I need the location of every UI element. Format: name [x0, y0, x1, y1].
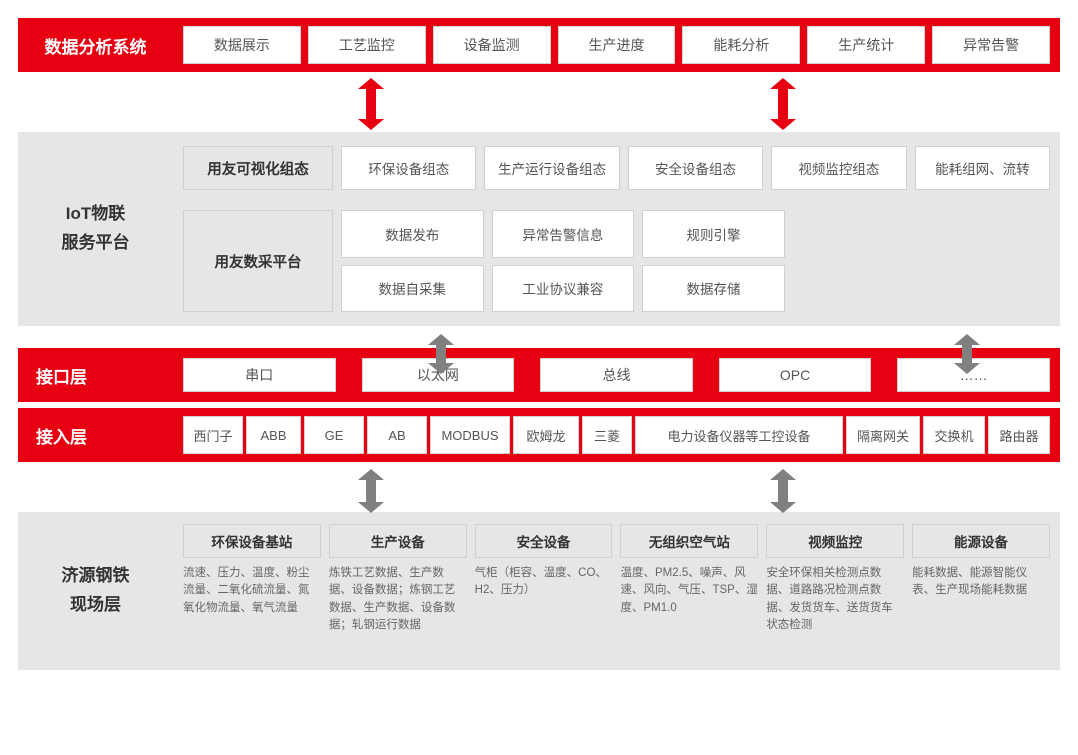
field-col: 环保设备基站 流速、压力、温度、粉尘流量、二氧化硫流量、氮氧化物流量、氧气流量 [183, 524, 321, 658]
analysis-item: 工艺监控 [308, 26, 426, 64]
layer-field: 济源钢铁 现场层 环保设备基站 流速、压力、温度、粉尘流量、二氧化硫流量、氮氧化… [18, 512, 1060, 670]
layer-interface: 接口层 串口 以太网 总线 OPC …… [18, 348, 1060, 402]
field-col-header: 环保设备基站 [183, 524, 321, 558]
iot-sub1-item: 视频监控组态 [771, 146, 906, 190]
analysis-item: 能耗分析 [682, 26, 800, 64]
double-arrow-icon [358, 78, 384, 130]
layer-iot-body: 用友可视化组态 环保设备组态 生产运行设备组态 安全设备组态 视频监控组态 能耗… [173, 132, 1060, 326]
field-col-detail: 能耗数据、能源智能仪表、生产现场能耗数据 [912, 565, 1050, 600]
field-col-detail: 气柜（柜容、温度、CO、H2、压力） [475, 565, 613, 600]
analysis-item: 设备监测 [433, 26, 551, 64]
analysis-item: 数据展示 [183, 26, 301, 64]
double-arrow-icon [428, 334, 454, 374]
access-item: 隔离网关 [846, 416, 920, 454]
layer-iot: IoT物联 服务平台 用友可视化组态 环保设备组态 生产运行设备组态 安全设备组… [18, 132, 1060, 326]
layer-access: 接入层 西门子 ABB GE AB MODBUS 欧姆龙 三菱 电力设备仪器等工… [18, 408, 1060, 462]
field-col-detail: 安全环保相关检测点数据、道路路况检测点数据、发货货车、送货货车状态检测 [766, 565, 904, 634]
iot-sub-collection: 用友数采平台 数据发布 异常告警信息 规则引擎 数据自采集 工业协议兼容 数据存… [183, 210, 1050, 312]
layer-access-body: 西门子 ABB GE AB MODBUS 欧姆龙 三菱 电力设备仪器等工控设备 … [173, 408, 1060, 462]
access-item: 交换机 [923, 416, 985, 454]
layer-interface-body: 串口 以太网 总线 OPC …… [173, 348, 1060, 402]
layer-access-title: 接入层 [18, 408, 173, 462]
field-col-header: 安全设备 [475, 524, 613, 558]
iot-sub2-item: 数据存储 [642, 265, 785, 313]
field-col-header: 无组织空气站 [620, 524, 758, 558]
field-col: 视频监控 安全环保相关检测点数据、道路路况检测点数据、发货货车、送货货车状态检测 [766, 524, 904, 658]
field-col-detail: 流速、压力、温度、粉尘流量、二氧化硫流量、氮氧化物流量、氧气流量 [183, 565, 321, 617]
access-item: GE [304, 416, 364, 454]
iot-sub1-item: 安全设备组态 [628, 146, 763, 190]
field-col-header: 生产设备 [329, 524, 467, 558]
field-col-header: 视频监控 [766, 524, 904, 558]
field-col: 能源设备 能耗数据、能源智能仪表、生产现场能耗数据 [912, 524, 1050, 658]
interface-item: 总线 [540, 358, 693, 392]
iot-sub2-title: 用友数采平台 [183, 210, 333, 312]
layer-iot-title: IoT物联 服务平台 [18, 132, 173, 326]
access-item: 路由器 [988, 416, 1050, 454]
layer-field-body: 环保设备基站 流速、压力、温度、粉尘流量、二氧化硫流量、氮氧化物流量、氧气流量 … [173, 512, 1060, 670]
layer-interface-title: 接口层 [18, 348, 173, 402]
iot-sub2-item: 数据自采集 [341, 265, 484, 313]
access-item: 欧姆龙 [513, 416, 579, 454]
field-col-header: 能源设备 [912, 524, 1050, 558]
iot-sub2-item: 规则引擎 [642, 210, 785, 258]
access-item: MODBUS [430, 416, 510, 454]
layer-field-title: 济源钢铁 现场层 [18, 512, 173, 670]
access-item: 三菱 [582, 416, 632, 454]
iot-sub2-item: 异常告警信息 [492, 210, 635, 258]
access-item: AB [367, 416, 427, 454]
double-arrow-icon [954, 334, 980, 374]
iot-sub1-title: 用友可视化组态 [183, 146, 333, 190]
field-col: 安全设备 气柜（柜容、温度、CO、H2、压力） [475, 524, 613, 658]
iot-sub1-item: 能耗组网、流转 [915, 146, 1050, 190]
iot-sub2-item: 数据发布 [341, 210, 484, 258]
iot-sub1-item: 环保设备组态 [341, 146, 476, 190]
iot-sub1-item: 生产运行设备组态 [484, 146, 619, 190]
analysis-item: 生产进度 [558, 26, 676, 64]
layer-analysis-body: 数据展示 工艺监控 设备监测 生产进度 能耗分析 生产统计 异常告警 [173, 18, 1060, 72]
analysis-item: 生产统计 [807, 26, 925, 64]
double-arrow-icon [770, 469, 796, 513]
access-item: 西门子 [183, 416, 243, 454]
iot-sub-visual: 用友可视化组态 环保设备组态 生产运行设备组态 安全设备组态 视频监控组态 能耗… [183, 146, 1050, 190]
field-col: 无组织空气站 温度、PM2.5、噪声、风速、风向、气压、TSP、湿度、PM1.0 [620, 524, 758, 658]
access-item: ABB [246, 416, 301, 454]
interface-item: OPC [719, 358, 872, 392]
iot-sub2-item: 工业协议兼容 [492, 265, 635, 313]
layer-analysis: 数据分析系统 数据展示 工艺监控 设备监测 生产进度 能耗分析 生产统计 异常告… [18, 18, 1060, 72]
field-col-detail: 温度、PM2.5、噪声、风速、风向、气压、TSP、湿度、PM1.0 [620, 565, 758, 617]
field-col: 生产设备 炼铁工艺数据、生产数据、设备数据；炼钢工艺数据、生产数据、设备数据；轧… [329, 524, 467, 658]
access-item: 电力设备仪器等工控设备 [635, 416, 843, 454]
interface-item: 串口 [183, 358, 336, 392]
double-arrow-icon [358, 469, 384, 513]
field-col-detail: 炼铁工艺数据、生产数据、设备数据；炼钢工艺数据、生产数据、设备数据；轧钢运行数据 [329, 565, 467, 634]
layer-analysis-title: 数据分析系统 [18, 18, 173, 72]
double-arrow-icon [770, 78, 796, 130]
analysis-item: 异常告警 [932, 26, 1050, 64]
